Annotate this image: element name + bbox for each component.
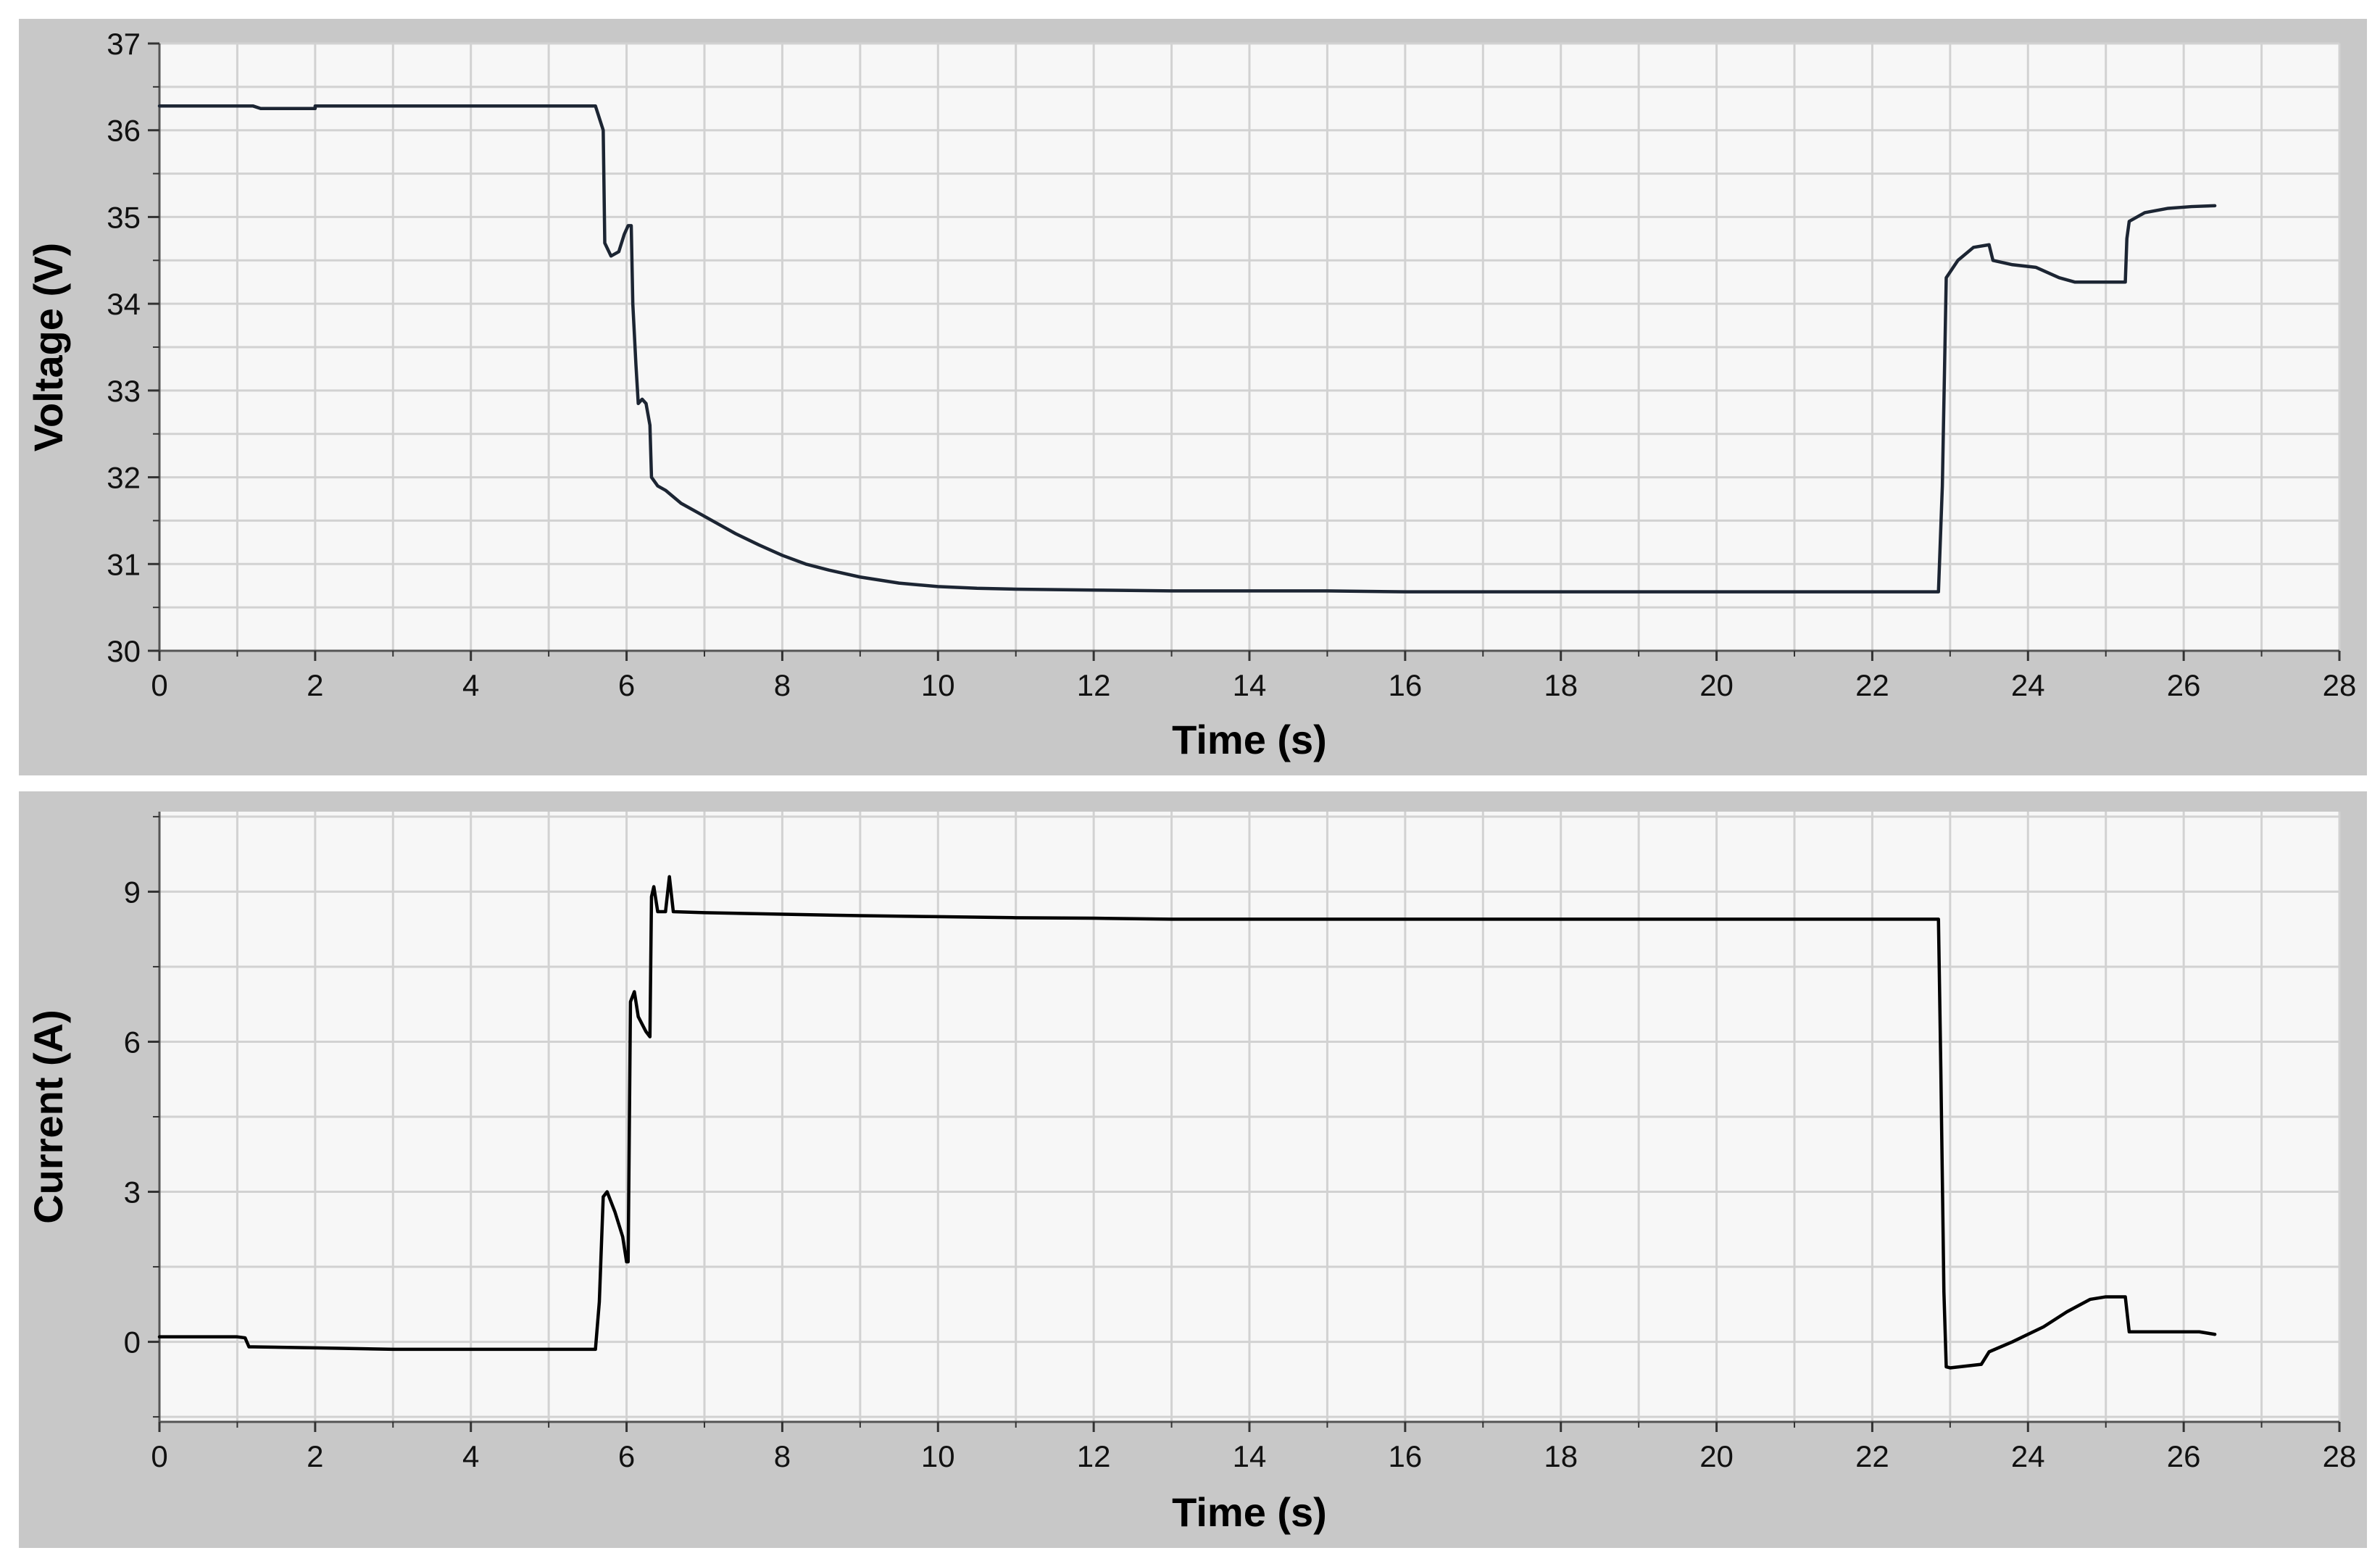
voltage-chart: 0 2 4 6 8 10 12 14 16 18 20 22 24 26 28303132333435363… [19,19,2367,775]
current-x-tick-label: 14 [1233,1439,1267,1473]
current-x-tick-label: 0 [151,1439,167,1473]
voltage-x-tick-label: 18 [1544,668,1578,702]
voltage-x-tick-label: 20 [1699,668,1734,702]
current-x-tick-label: 12 [1077,1439,1111,1473]
current-x-tick-label: 28 [2323,1439,2357,1473]
voltage-axis-ticks: 0 2 4 6 8 10 12 14 16 18 20 22 24 26 28303132333435363… [107,27,2356,702]
current-x-tick-label: 6 [618,1439,635,1473]
current-x-tick-label: 2 [307,1439,323,1473]
voltage-series-line [157,104,2217,594]
voltage-x-tick-label: 8 [774,668,791,702]
current-x-tick-label: 26 [2167,1439,2201,1473]
current-x-tick-label: 20 [1699,1439,1734,1473]
current-x-tick-label: 16 [1388,1439,1422,1473]
voltage-x-tick-label: 26 [2167,668,2201,702]
voltage-x-tick-label: 0 [151,668,167,702]
voltage-y-tick-label: 33 [107,374,141,408]
voltage-y-tick-label: 37 [107,27,141,61]
voltage-x-tick-label: 16 [1388,668,1422,702]
voltage-x-tick-label: 2 [307,668,323,702]
current-series-line [157,875,2217,1370]
current-y-tick-label: 9 [124,875,141,909]
current-series [157,875,2217,1370]
current-x-tick-label: 18 [1544,1439,1578,1473]
voltage-x-tick-label: 28 [2323,668,2357,702]
voltage-x-tick-label: 6 [618,668,635,702]
current-x-tick-label: 22 [1855,1439,1889,1473]
current-x-tick-label: 4 [462,1439,479,1473]
voltage-y-tick-label: 36 [107,114,141,148]
voltage-y-tick-label: 34 [107,287,141,321]
voltage-gridlines [158,42,2341,652]
voltage-y-tick-label: 35 [107,200,141,234]
current-x-axis-label: Time (s) [1172,1489,1327,1535]
voltage-y-axis-label: Voltage (V) [25,243,71,451]
current-y-axis-label: Current (A) [25,1010,71,1224]
voltage-x-tick-label: 22 [1855,668,1889,702]
current-y-tick-label: 0 [124,1325,141,1360]
voltage-x-axis-label: Time (s) [1172,717,1327,762]
voltage-x-tick-label: 14 [1233,668,1267,702]
voltage-y-tick-label: 31 [107,547,141,581]
voltage-series [157,104,2217,594]
current-x-tick-label: 10 [921,1439,955,1473]
voltage-y-tick-label: 30 [107,634,141,668]
voltage-x-tick-label: 24 [2011,668,2045,702]
voltage-x-tick-label: 4 [462,668,479,702]
current-y-tick-label: 3 [124,1175,141,1210]
voltage-y-tick-label: 32 [107,461,141,495]
current-y-tick-label: 6 [124,1025,141,1059]
voltage-x-tick-label: 12 [1077,668,1111,702]
current-gridlines [158,812,2341,1422]
current-x-tick-label: 8 [774,1439,791,1473]
current-x-tick-label: 24 [2011,1439,2045,1473]
voltage-x-tick-label: 10 [921,668,955,702]
